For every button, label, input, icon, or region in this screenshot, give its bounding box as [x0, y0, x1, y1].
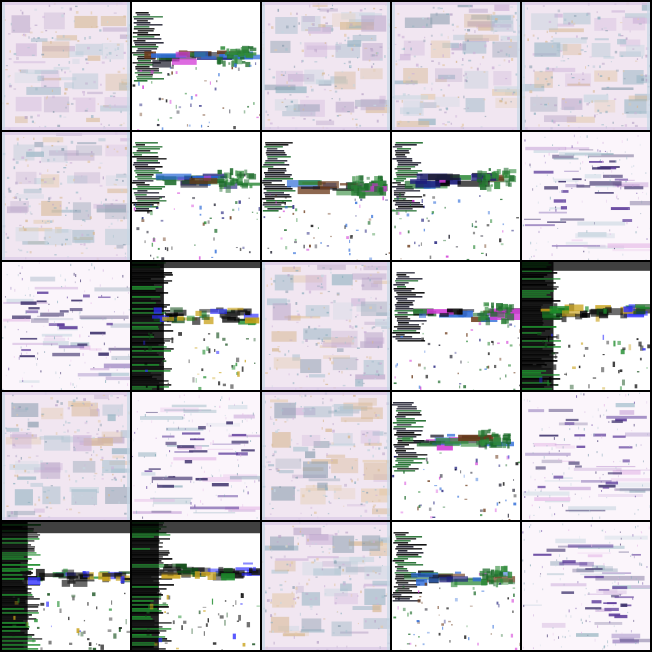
- tile-image: [2, 522, 130, 650]
- tile-image: [2, 2, 130, 130]
- grid-tile: [262, 522, 390, 650]
- tile-image: [262, 522, 390, 650]
- tile-image: [2, 262, 130, 390]
- grid-tile: [522, 392, 650, 520]
- grid-tile: [132, 262, 260, 390]
- tile-image: [392, 262, 520, 390]
- grid-tile: [2, 522, 130, 650]
- grid-tile: [2, 392, 130, 520]
- tile-image: [132, 262, 260, 390]
- tile-image: [132, 392, 260, 520]
- grid-tile: [522, 132, 650, 260]
- grid-tile: [132, 392, 260, 520]
- grid-tile: [262, 132, 390, 260]
- grid-tile: [132, 132, 260, 260]
- tile-image: [2, 392, 130, 520]
- tile-image: [132, 132, 260, 260]
- grid-tile: [522, 2, 650, 130]
- tile-image: [522, 522, 650, 650]
- tile-image: [522, 132, 650, 260]
- tile-image: [262, 392, 390, 520]
- tile-image: [522, 392, 650, 520]
- grid-tile: [522, 262, 650, 390]
- grid-tile: [262, 262, 390, 390]
- tile-image: [132, 522, 260, 650]
- grid-tile: [132, 2, 260, 130]
- grid-tile: [132, 522, 260, 650]
- tile-image: [2, 132, 130, 260]
- grid-tile: [522, 522, 650, 650]
- tile-image: [392, 392, 520, 520]
- grid-tile: [392, 262, 520, 390]
- grid-tile: [2, 2, 130, 130]
- tile-image: [262, 132, 390, 260]
- grid-tile: [392, 132, 520, 260]
- grid-tile: [392, 392, 520, 520]
- grid-tile: [392, 522, 520, 650]
- tile-image: [392, 2, 520, 130]
- grid-tile: [2, 262, 130, 390]
- tile-image: [522, 2, 650, 130]
- grid-tile: [392, 2, 520, 130]
- tile-image: [262, 2, 390, 130]
- grid-tile: [262, 392, 390, 520]
- tile-image: [392, 132, 520, 260]
- grid-tile: [2, 132, 130, 260]
- tile-image: [392, 522, 520, 650]
- grid-tile: [262, 2, 390, 130]
- tile-image: [262, 262, 390, 390]
- tile-image: [522, 262, 650, 390]
- tile-image: [132, 2, 260, 130]
